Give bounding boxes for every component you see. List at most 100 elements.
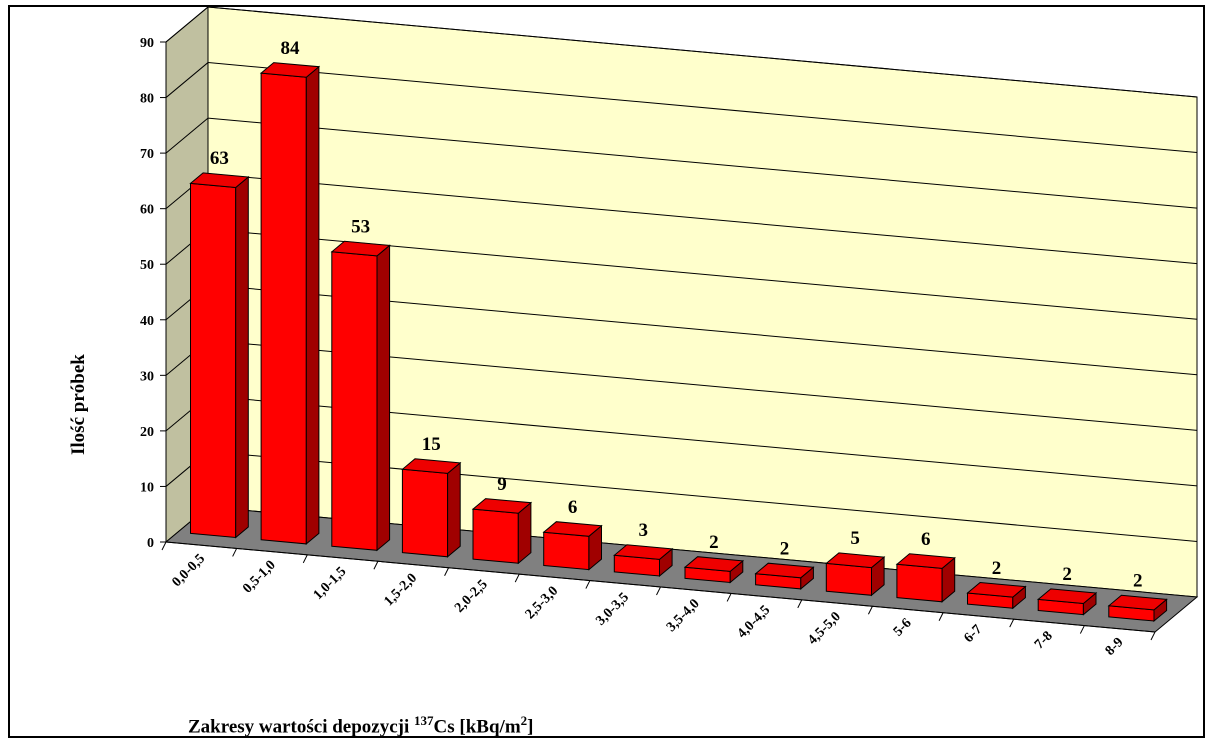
x-tick-mark bbox=[161, 541, 167, 551]
chart-frame: 0 10 20 30 40 50 60 70 80 90 63 84 53 15 9 6 3 2 2 5 6 2 2 2 0… bbox=[8, 5, 1205, 738]
bar bbox=[471, 498, 533, 565]
bar-top-face bbox=[613, 544, 674, 560]
y-axis-ticks: 0 10 20 30 40 50 60 70 80 90 bbox=[140, 36, 167, 551]
x-tick-mark bbox=[302, 554, 308, 564]
bar-top-face bbox=[1107, 594, 1168, 611]
bar-side-face bbox=[447, 461, 461, 558]
bar bbox=[259, 62, 321, 545]
bar bbox=[895, 553, 956, 603]
x-tick-mark bbox=[585, 580, 591, 589]
bar-front-face bbox=[260, 72, 307, 545]
bar-value-label: 63 bbox=[210, 148, 229, 169]
x-tick-label: 6-7 bbox=[961, 622, 985, 646]
y-tick-label: 70 bbox=[140, 147, 154, 162]
bar-top-face bbox=[189, 172, 250, 189]
bar-value-label: 53 bbox=[351, 217, 370, 238]
x-tick-label: 7-8 bbox=[1032, 629, 1056, 653]
y-tick-label: 60 bbox=[140, 203, 154, 218]
x-tick-label: 3,0-3,5 bbox=[593, 590, 632, 629]
y-tick-label: 30 bbox=[140, 369, 154, 384]
bar-side-face bbox=[376, 244, 391, 552]
x-tick-mark bbox=[938, 612, 944, 621]
bar-top-face bbox=[825, 552, 886, 569]
x-tick-mark bbox=[444, 567, 450, 576]
x-tick-label: 3,5-4,0 bbox=[664, 596, 703, 635]
bar-top-face bbox=[471, 498, 533, 514]
bar bbox=[966, 581, 1027, 610]
bar-front-face bbox=[331, 251, 378, 551]
bar bbox=[401, 458, 462, 558]
bar-value-label: 3 bbox=[638, 520, 648, 541]
bar-value-label: 2 bbox=[1133, 571, 1143, 592]
bar-value-label: 6 bbox=[921, 529, 931, 550]
bar-top-face bbox=[259, 62, 321, 78]
bar-value-label: 15 bbox=[422, 434, 441, 455]
bar-top-face bbox=[683, 556, 745, 572]
bar bbox=[1107, 594, 1168, 623]
x-tick-mark bbox=[373, 561, 379, 570]
bar bbox=[683, 556, 745, 584]
gridline-side bbox=[165, 117, 209, 154]
x-tick-label: 2,5-3,0 bbox=[523, 584, 562, 623]
bar bbox=[330, 240, 391, 552]
bar bbox=[1036, 588, 1098, 616]
x-tick-mark bbox=[1150, 631, 1156, 641]
bar-top-face bbox=[966, 581, 1027, 598]
x-tick-mark bbox=[1009, 618, 1015, 628]
y-tick-label: 80 bbox=[140, 92, 154, 107]
y-tick-label: 10 bbox=[140, 480, 154, 495]
bar-top-face bbox=[1036, 588, 1098, 605]
bar-side-face bbox=[305, 65, 320, 545]
bar-front-face bbox=[401, 468, 449, 558]
bar-value-label: 2 bbox=[709, 532, 719, 553]
bar bbox=[754, 562, 815, 590]
x-tick-mark bbox=[1079, 625, 1085, 634]
x-tick-label: 1,0-1,5 bbox=[311, 564, 350, 603]
bar-top-face bbox=[895, 553, 956, 569]
x-tick-mark bbox=[232, 548, 238, 557]
bar-value-label: 84 bbox=[281, 38, 301, 59]
bar-top-face bbox=[330, 240, 391, 257]
bar-value-label: 2 bbox=[1062, 564, 1072, 585]
y-tick-label: 50 bbox=[140, 258, 154, 273]
y-tick-label: 90 bbox=[140, 36, 154, 51]
bar bbox=[825, 552, 886, 597]
bar-front-face bbox=[472, 508, 519, 564]
x-tick-label: 2,0-2,5 bbox=[452, 577, 491, 616]
bar-front-face bbox=[896, 563, 943, 603]
bar-top-face bbox=[401, 458, 462, 474]
x-tick-label: 0,0-0,5 bbox=[169, 551, 208, 590]
x-tick-mark bbox=[726, 593, 732, 602]
bar-front-face bbox=[825, 562, 872, 596]
bar bbox=[189, 172, 250, 539]
gridline-side bbox=[165, 7, 209, 43]
x-tick-label: 4,0-4,5 bbox=[735, 603, 774, 642]
x-tick-label: 8-9 bbox=[1103, 635, 1127, 659]
x-tick-label: 0,5-1,0 bbox=[240, 558, 279, 597]
gridline bbox=[207, 173, 1198, 265]
bar bbox=[542, 521, 603, 571]
gridline-side bbox=[165, 62, 209, 98]
x-tick-mark bbox=[656, 586, 661, 596]
bar-value-label: 2 bbox=[780, 538, 790, 559]
bars bbox=[189, 62, 1168, 623]
x-tick-mark bbox=[867, 606, 873, 615]
y-tick-label: 20 bbox=[140, 425, 154, 440]
y-tick-label: 0 bbox=[147, 536, 154, 551]
chart-walls bbox=[164, 7, 1199, 633]
bar-value-label: 6 bbox=[568, 497, 578, 518]
gridline bbox=[207, 62, 1198, 154]
bar-top-face bbox=[754, 562, 815, 579]
x-tick-label: 5-6 bbox=[891, 616, 915, 640]
y-axis-title: Ilość próbek bbox=[68, 354, 89, 455]
gridline bbox=[207, 117, 1198, 209]
x-axis-title: Zakresy wartości depozycji 137Cs [kBq/m2… bbox=[188, 713, 534, 738]
x-tick-label: 1,5-2,0 bbox=[381, 571, 420, 610]
bar-side-face bbox=[235, 175, 249, 539]
bar-value-label: 9 bbox=[497, 474, 507, 495]
x-axis-line bbox=[165, 541, 1156, 633]
y-tick-label: 40 bbox=[140, 314, 154, 329]
bar-front-face bbox=[190, 182, 237, 539]
